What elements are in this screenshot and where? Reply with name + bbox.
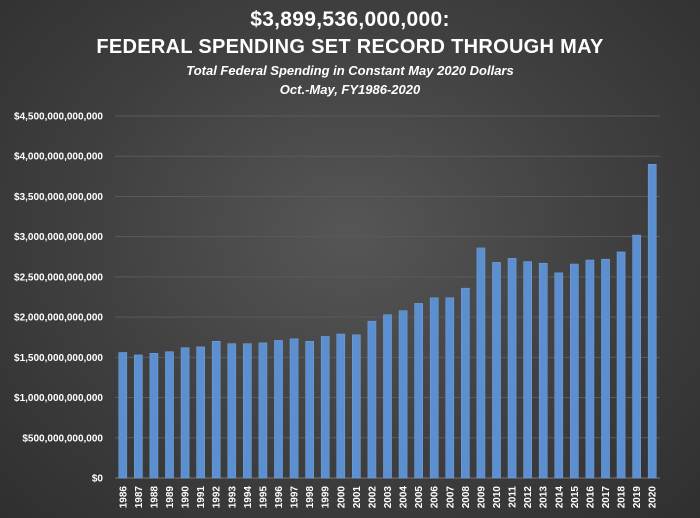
x-tick-label-2000: 2000	[336, 486, 347, 509]
x-tick-label-1989: 1989	[165, 486, 176, 509]
x-tick-label-2004: 2004	[399, 486, 410, 509]
chart-subtitle: Total Federal Spending in Constant May 2…	[186, 63, 514, 78]
bar-2013	[538, 262, 548, 479]
x-tick-label-2010: 2010	[492, 486, 503, 509]
x-tick-label-2003: 2003	[383, 486, 394, 509]
bar-1997	[289, 338, 299, 479]
bar-2008	[461, 287, 470, 479]
y-tick-label: $0	[92, 474, 104, 485]
x-tick-label-2019: 2019	[632, 486, 643, 509]
x-tick-label-2013: 2013	[539, 486, 550, 509]
x-tick-label-2001: 2001	[352, 486, 363, 509]
bar-1996	[274, 340, 283, 479]
bar-1987	[134, 354, 143, 479]
x-tick-label-2006: 2006	[430, 486, 441, 509]
x-tick-label-1991: 1991	[196, 486, 207, 509]
bar-2010	[492, 262, 501, 479]
x-tick-label-1994: 1994	[243, 486, 254, 509]
bar-2006	[429, 297, 439, 479]
x-tick-label-2012: 2012	[523, 486, 534, 509]
bar-2007	[445, 297, 455, 479]
x-tick-label-1987: 1987	[134, 486, 145, 509]
bar-1988	[149, 353, 159, 479]
bar-1994	[243, 343, 252, 479]
bar-1990	[180, 347, 190, 479]
x-tick-label-2009: 2009	[476, 486, 487, 509]
bar-2009	[476, 247, 486, 479]
bar-2004	[398, 310, 408, 479]
bar-2011	[507, 258, 517, 479]
x-tick-label-2015: 2015	[570, 486, 581, 509]
x-tick-label-2008: 2008	[461, 486, 472, 509]
x-tick-label-2016: 2016	[585, 486, 596, 509]
bar-1998	[305, 340, 314, 479]
chart-title: $3,899,536,000,000:	[250, 8, 450, 31]
x-tick-label-1998: 1998	[305, 486, 316, 509]
title-block: $3,899,536,000,000: FEDERAL SPENDING SET…	[0, 6, 700, 99]
x-tick-label-2005: 2005	[414, 486, 425, 509]
x-tick-label-1995: 1995	[258, 486, 269, 509]
bar-2016	[585, 259, 595, 479]
y-tick-label: $3,500,000,000,000	[14, 192, 103, 203]
bar-1999	[320, 336, 330, 479]
bar-2019	[632, 234, 641, 479]
x-tick-label-2017: 2017	[601, 486, 612, 509]
bar-1986	[118, 352, 128, 479]
bar-2000	[336, 333, 346, 479]
bar-2015	[570, 263, 579, 479]
chart-subtitle-line2: Oct.-May, FY1986-2020	[279, 82, 421, 97]
bar-2012	[523, 261, 532, 479]
x-tick-label-1999: 1999	[321, 486, 332, 509]
x-tick-label-2020: 2020	[648, 486, 659, 509]
x-tick-label-2014: 2014	[554, 486, 565, 509]
bar-2002	[367, 320, 377, 479]
bar-2014	[554, 272, 564, 479]
y-tick-label: $500,000,000,000	[22, 433, 103, 444]
x-tick-label-1996: 1996	[274, 486, 285, 509]
bar-1993	[227, 343, 237, 479]
x-tick-label-2011: 2011	[508, 486, 519, 508]
y-tick-label: $1,000,000,000,000	[14, 393, 103, 404]
bar-1991	[196, 346, 205, 479]
x-tick-label-1997: 1997	[290, 486, 301, 509]
bar-2001	[352, 334, 361, 479]
x-tick-label-1988: 1988	[149, 486, 160, 509]
bar-1992	[211, 340, 221, 479]
y-tick-label: $3,000,000,000,000	[14, 232, 103, 243]
x-tick-label-1986: 1986	[118, 486, 129, 509]
bar-1989	[165, 351, 174, 479]
bar-2018	[616, 251, 626, 479]
y-tick-label: $2,500,000,000,000	[14, 272, 103, 283]
bar-2020	[647, 164, 657, 479]
bar-2003	[383, 314, 392, 479]
bar-2005	[414, 303, 423, 479]
bar-1995	[258, 342, 268, 479]
y-tick-label: $1,500,000,000,000	[14, 353, 103, 364]
x-tick-label-1993: 1993	[227, 486, 238, 509]
y-tick-label: $4,500,000,000,000	[14, 112, 103, 123]
x-tick-label-2007: 2007	[445, 486, 456, 509]
bar-2017	[601, 258, 610, 479]
chart-title-line2: FEDERAL SPENDING SET RECORD THROUGH MAY	[96, 36, 604, 58]
y-tick-label: $4,000,000,000,000	[14, 152, 103, 163]
y-tick-label: $2,000,000,000,000	[14, 313, 103, 324]
x-tick-label-2002: 2002	[367, 486, 378, 509]
x-tick-label-2018: 2018	[617, 486, 628, 509]
x-tick-label-1992: 1992	[212, 486, 223, 509]
x-tick-label-1990: 1990	[181, 486, 192, 509]
